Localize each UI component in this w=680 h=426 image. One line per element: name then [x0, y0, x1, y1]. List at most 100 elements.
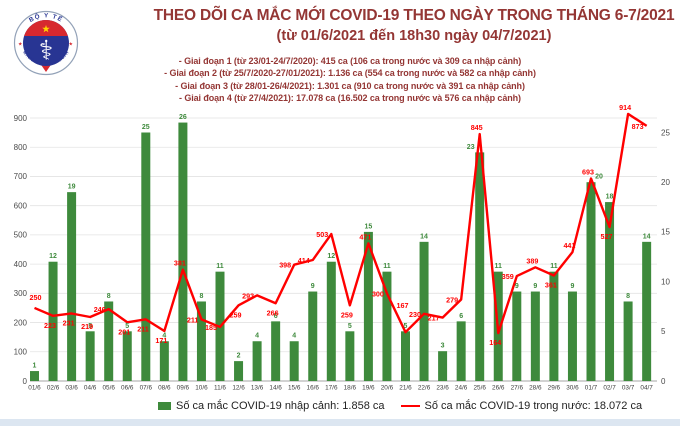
line-value-label: 259	[230, 310, 242, 319]
line-value-label: 359	[502, 272, 514, 281]
bar-value-label: 4	[162, 333, 166, 340]
x-axis-tick: 23/6	[436, 385, 449, 392]
bar-value-label: 11	[383, 263, 391, 270]
rod-of-asclepius-icon: ⚕	[39, 36, 54, 67]
line-value-label: 300	[372, 289, 384, 298]
line-value-label: 217	[428, 314, 440, 323]
line-value-label: 873	[632, 122, 644, 131]
y-axis-left-tick: 300	[14, 289, 28, 298]
x-axis-tick: 19/6	[362, 385, 375, 392]
line-value-label: 167	[397, 301, 409, 310]
line-value-label: 230	[409, 310, 421, 319]
y-axis-left-tick: 100	[14, 348, 28, 357]
line-value-label: 389	[526, 256, 538, 265]
legend-imported-label: Số ca mắc COVID-19 nhập cảnh: 1.858 ca	[176, 400, 385, 412]
logo-yellow-star-icon	[42, 25, 50, 33]
x-axis-tick: 26/6	[492, 385, 505, 392]
bar-value-label: 6	[459, 313, 463, 320]
bar-value-label: 14	[643, 233, 651, 240]
ministry-of-health-logo: ⚕ BỘ Y TẾ MINISTRY OF HEALTH ★ ★	[13, 10, 79, 76]
imported-bar-swatch-icon	[158, 402, 171, 410]
line-value-label: 293	[242, 291, 254, 300]
y-axis-left-tick: 800	[14, 143, 28, 152]
chart-legend: Số ca mắc COVID-19 nhập cảnh: 1.858 ca S…	[158, 400, 642, 412]
domestic-line-swatch-icon	[400, 404, 420, 408]
line-value-label: 914	[619, 103, 631, 112]
bar	[586, 182, 596, 381]
bar-value-label: 8	[107, 293, 111, 300]
line-value-label: 503	[316, 230, 328, 239]
bar-value-label: 6	[274, 313, 278, 320]
phase-line-4: - Giai đoạn 4 (từ 27/4/2021): 17.078 ca …	[179, 93, 521, 104]
x-axis-tick: 01/7	[585, 385, 598, 392]
x-axis-tick: 05/6	[102, 385, 115, 392]
line-value-label: 381	[174, 259, 186, 268]
y-axis-right-tick: 25	[661, 128, 670, 137]
bar-value-label: 18	[606, 194, 614, 201]
bar-value-label: 12	[327, 253, 335, 260]
y-axis-right-tick: 20	[661, 178, 670, 187]
x-axis-tick: 20/6	[381, 385, 394, 392]
bar-value-label: 2	[237, 353, 241, 360]
y-axis-left-tick: 900	[14, 114, 28, 123]
bar	[178, 122, 188, 381]
logo-top-text: BỘ Y TẾ	[28, 12, 64, 24]
bar-value-label: 11	[216, 263, 224, 270]
line-value-label: 527	[601, 232, 613, 241]
line-value-label: 250	[30, 293, 42, 302]
phase-line-3: - Giai đoạn 3 (từ 28/01-26/4/2021): 1.30…	[175, 80, 525, 91]
bar-value-label: 9	[311, 283, 315, 290]
line-value-label: 259	[341, 310, 353, 319]
x-axis-tick: 08/6	[158, 385, 171, 392]
bar-value-label: 9	[515, 283, 519, 290]
bar	[67, 192, 77, 381]
x-axis-tick: 13/6	[251, 385, 264, 392]
chart-header: THEO DÕI CA MẮC MỚI COVID-19 THEO NGÀY T…	[150, 6, 678, 47]
x-axis-tick: 09/6	[177, 385, 190, 392]
bar	[419, 241, 429, 381]
line-value-label: 219	[81, 322, 93, 331]
y-axis-right-tick: 5	[661, 327, 666, 336]
phase-summary: - Giai đoạn 1 (từ 23/01-24/7/2020): 415 …	[30, 55, 670, 105]
bar-value-label: 12	[49, 253, 57, 260]
legend-item-domestic: Số ca mắc COVID-19 trong nước: 18.072 ca	[400, 400, 643, 412]
x-axis-tick: 15/6	[288, 385, 301, 392]
page-subtitle: (từ 01/6/2021 đến 18h30 ngày 04/7/2021)	[276, 28, 552, 44]
bar	[382, 271, 392, 381]
line-value-label: 266	[267, 308, 279, 317]
x-axis-tick: 11/6	[214, 385, 226, 392]
bar-value-label: 14	[420, 233, 428, 240]
legend-item-imported: Số ca mắc COVID-19 nhập cảnh: 1.858 ca	[158, 400, 385, 412]
bar-value-label: 20	[595, 174, 603, 181]
bar-value-label: 19	[68, 184, 76, 191]
line-value-label: 211	[137, 324, 149, 333]
logo-right-star-icon: ★	[69, 42, 74, 48]
bar	[530, 291, 540, 381]
x-axis-tick: 21/6	[399, 385, 412, 392]
bar	[308, 291, 318, 381]
legend-domestic-label: Số ca mắc COVID-19 trong nước: 18.072 ca	[424, 400, 643, 412]
bar-value-label: 8	[199, 293, 203, 300]
bar	[456, 321, 466, 381]
bar	[271, 321, 281, 381]
x-axis-tick: 06/6	[121, 385, 134, 392]
line-value-label: 171	[155, 336, 167, 345]
phase-line-2: - Giai đoạn 2 (từ 25/7/2020-27/01/2021):…	[164, 68, 536, 79]
bar	[326, 261, 336, 381]
x-axis-tick: 22/6	[418, 385, 431, 392]
bar-value-label: 8	[626, 293, 630, 300]
x-axis-tick: 03/7	[622, 385, 635, 392]
bar	[141, 132, 151, 381]
x-axis-tick: 12/6	[232, 385, 245, 392]
x-axis-tick: 01/6	[28, 385, 41, 392]
bar	[289, 341, 299, 381]
bar	[234, 361, 244, 381]
bar	[401, 331, 410, 381]
x-axis-tick: 03/6	[65, 385, 78, 392]
bar-value-label: 9	[570, 283, 574, 290]
y-axis-right-tick: 15	[661, 228, 670, 237]
x-axis-tick: 28/6	[529, 385, 542, 392]
bar-value-label: 11	[550, 263, 558, 270]
line-value-label: 441	[563, 241, 575, 250]
